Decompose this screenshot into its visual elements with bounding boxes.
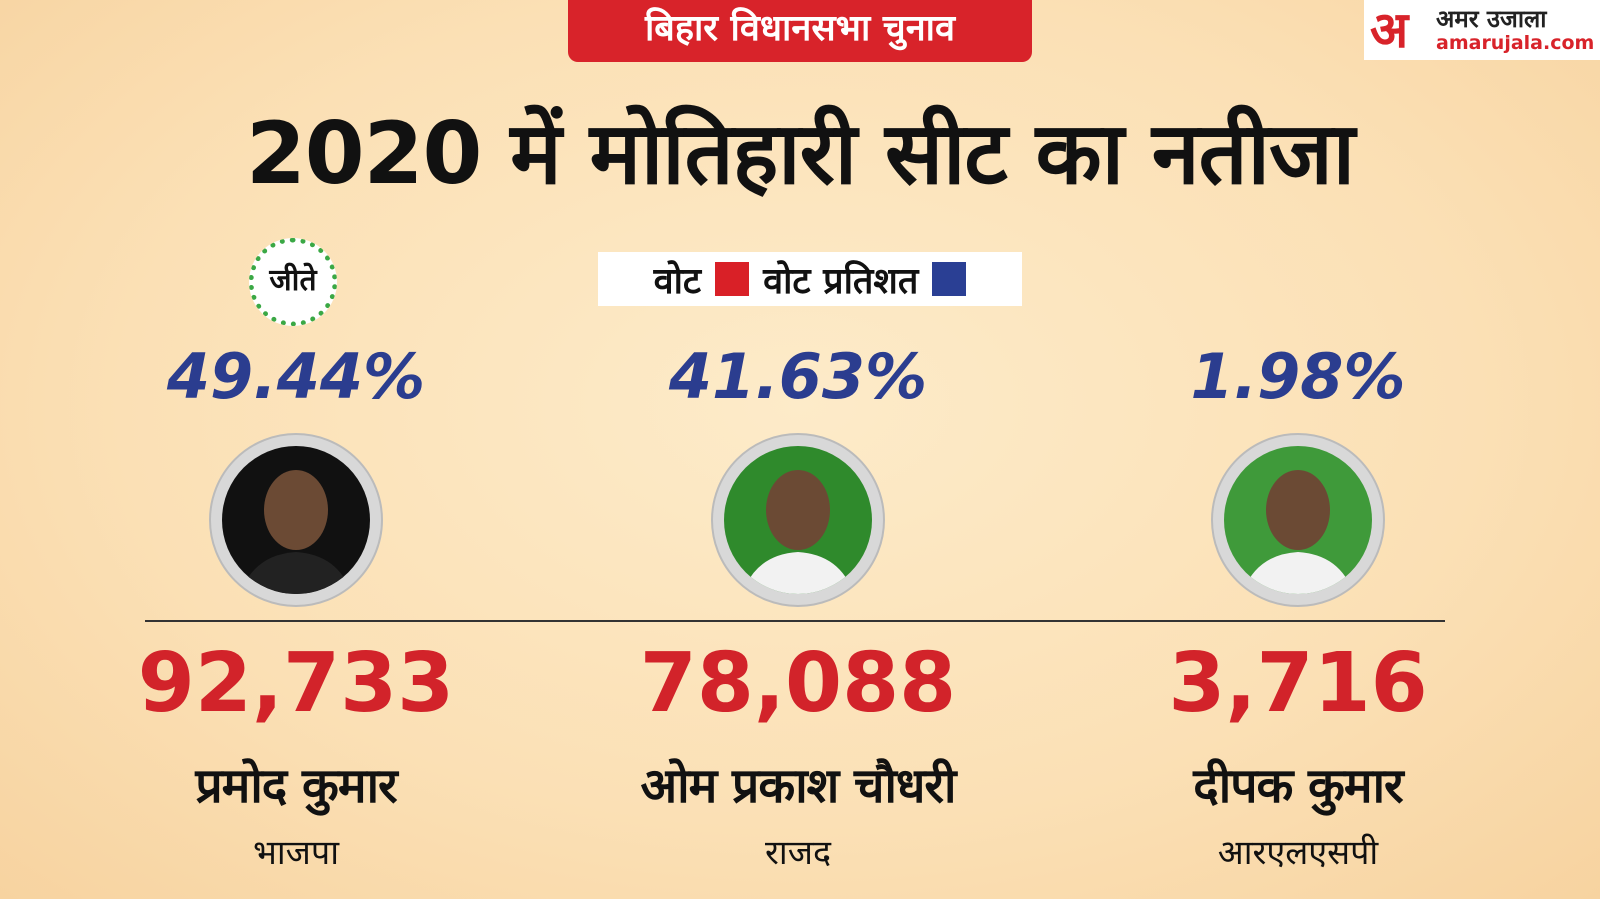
legend-swatch — [715, 262, 750, 296]
candidate-photo — [209, 433, 383, 607]
logo-letter: अ — [1370, 1, 1409, 59]
vote-count: 3,716 — [1168, 636, 1428, 731]
header-tag: बिहार विधानसभा चुनाव — [568, 0, 1032, 62]
candidate-name: दीपक कुमार — [1193, 758, 1403, 814]
vote-percent: 41.63% — [668, 340, 928, 413]
candidate-name: प्रमोद कुमार — [195, 758, 397, 814]
vote-count: 78,088 — [639, 636, 957, 731]
vote-percent: 49.44% — [166, 340, 426, 413]
winner-badge: जीते — [249, 238, 337, 326]
vote-count: 92,733 — [137, 636, 455, 731]
vote-percent: 1.98% — [1190, 340, 1406, 413]
divider — [145, 620, 1445, 622]
logo-site: amarujala.com — [1436, 32, 1595, 54]
candidate-name: ओम प्रकाश चौधरी — [640, 758, 957, 814]
legend-votes: वोट — [653, 260, 702, 302]
candidate-photo — [711, 433, 885, 607]
legend: वोट वोट प्रतिशत — [598, 252, 1022, 306]
party-name: राजद — [765, 833, 831, 873]
candidate-photo — [1211, 433, 1385, 607]
logo-name: अमर उजाला — [1436, 5, 1547, 33]
party-name: भाजपा — [252, 833, 340, 873]
legend-percent: वोट प्रतिशत — [763, 260, 919, 302]
legend-swatch — [932, 262, 967, 296]
title: 2020 में मोतिहारी सीट का नतीजा — [245, 104, 1355, 204]
party-name: आरएलएसपी — [1217, 833, 1379, 873]
logo: अ अमर उजाला amarujala.com — [1364, 0, 1600, 60]
